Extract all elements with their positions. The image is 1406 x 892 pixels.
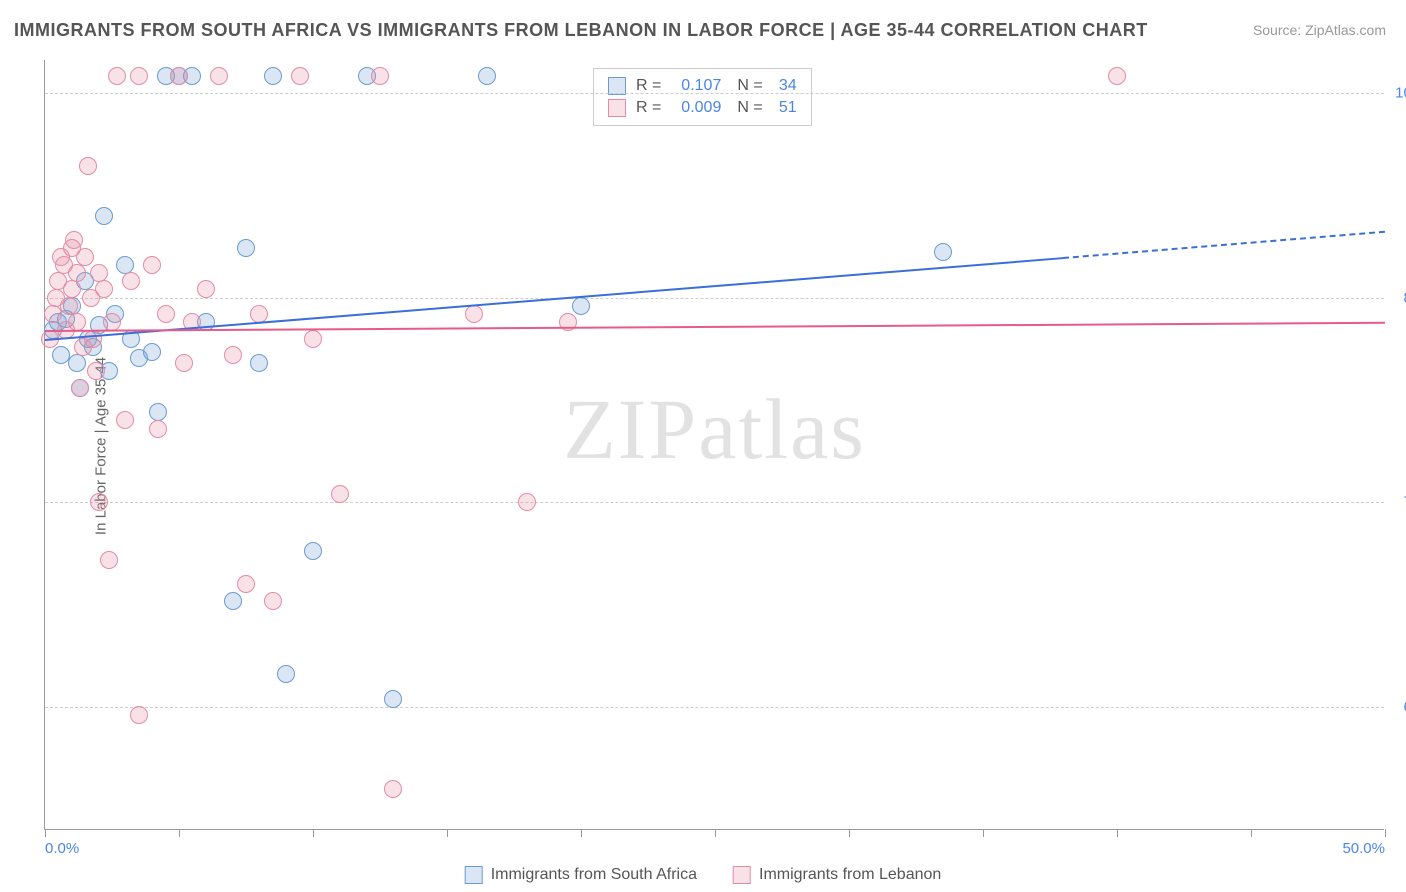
scatter-point-lebanon <box>197 280 215 298</box>
swatch-lebanon <box>733 866 751 884</box>
scatter-point-lebanon <box>130 706 148 724</box>
scatter-point-south_africa <box>237 239 255 257</box>
swatch-south-africa <box>465 866 483 884</box>
scatter-point-lebanon <box>224 346 242 364</box>
scatter-point-lebanon <box>60 297 78 315</box>
x-tick <box>715 829 716 837</box>
scatter-point-lebanon <box>237 575 255 593</box>
scatter-point-lebanon <box>175 354 193 372</box>
x-tick <box>1251 829 1252 837</box>
legend-label-sa: Immigrants from South Africa <box>491 866 697 884</box>
scatter-point-lebanon <box>291 67 309 85</box>
scatter-point-south_africa <box>478 67 496 85</box>
scatter-point-lebanon <box>84 330 102 348</box>
y-tick-label: 100.0% <box>1395 84 1406 101</box>
n-label: N = <box>737 99 762 117</box>
correlation-row-lb: R = 0.009 N = 51 <box>608 97 797 119</box>
scatter-point-lebanon <box>143 256 161 274</box>
scatter-point-lebanon <box>170 67 188 85</box>
x-tick <box>1117 829 1118 837</box>
legend-item-lb: Immigrants from Lebanon <box>733 866 941 884</box>
scatter-point-lebanon <box>87 362 105 380</box>
scatter-point-lebanon <box>79 157 97 175</box>
scatter-point-lebanon <box>71 379 89 397</box>
x-tick-label: 50.0% <box>1342 840 1385 857</box>
scatter-point-lebanon <box>518 493 536 511</box>
scatter-point-lebanon <box>95 280 113 298</box>
scatter-point-lebanon <box>100 551 118 569</box>
scatter-point-south_africa <box>572 297 590 315</box>
gridline-horizontal <box>45 502 1384 503</box>
watermark: ZIPatlas <box>563 379 866 479</box>
scatter-point-lebanon <box>210 67 228 85</box>
r-value-lb: 0.009 <box>667 99 721 117</box>
scatter-point-south_africa <box>68 354 86 372</box>
x-tick <box>447 829 448 837</box>
scatter-point-south_africa <box>149 403 167 421</box>
x-tick <box>179 829 180 837</box>
x-tick <box>45 829 46 837</box>
scatter-point-lebanon <box>130 67 148 85</box>
scatter-point-lebanon <box>65 231 83 249</box>
scatter-point-lebanon <box>103 313 121 331</box>
scatter-point-lebanon <box>1108 67 1126 85</box>
scatter-point-lebanon <box>149 420 167 438</box>
scatter-point-south_africa <box>934 243 952 261</box>
series-legend: Immigrants from South Africa Immigrants … <box>465 866 942 884</box>
scatter-chart: ZIPatlas R = 0.107 N = 34 R = 0.009 N = … <box>44 60 1384 830</box>
scatter-point-lebanon <box>465 305 483 323</box>
x-tick <box>983 829 984 837</box>
scatter-point-south_africa <box>116 256 134 274</box>
source-attribution: Source: ZipAtlas.com <box>1253 22 1386 38</box>
scatter-point-lebanon <box>108 67 126 85</box>
scatter-point-south_africa <box>250 354 268 372</box>
scatter-point-south_africa <box>95 207 113 225</box>
scatter-point-lebanon <box>122 272 140 290</box>
x-tick <box>313 829 314 837</box>
trend-line <box>1063 230 1385 258</box>
watermark-bold: ZIP <box>563 381 698 477</box>
scatter-point-south_africa <box>304 542 322 560</box>
scatter-point-lebanon <box>264 592 282 610</box>
x-tick <box>581 829 582 837</box>
legend-label-lb: Immigrants from Lebanon <box>759 866 941 884</box>
x-tick-label: 0.0% <box>45 840 79 857</box>
scatter-point-lebanon <box>76 248 94 266</box>
scatter-point-lebanon <box>90 493 108 511</box>
correlation-legend: R = 0.107 N = 34 R = 0.009 N = 51 <box>593 68 812 126</box>
n-value-lb: 51 <box>769 99 797 117</box>
scatter-point-south_africa <box>277 665 295 683</box>
scatter-point-lebanon <box>63 280 81 298</box>
swatch-lebanon <box>608 99 626 117</box>
scatter-point-south_africa <box>264 67 282 85</box>
legend-item-sa: Immigrants from South Africa <box>465 866 697 884</box>
scatter-point-lebanon <box>68 313 86 331</box>
scatter-point-lebanon <box>68 264 86 282</box>
scatter-point-lebanon <box>331 485 349 503</box>
scatter-point-south_africa <box>384 690 402 708</box>
scatter-point-lebanon <box>116 411 134 429</box>
gridline-horizontal <box>45 707 1384 708</box>
scatter-point-lebanon <box>371 67 389 85</box>
scatter-point-lebanon <box>157 305 175 323</box>
watermark-thin: atlas <box>698 381 866 477</box>
r-label: R = <box>636 99 661 117</box>
x-tick <box>849 829 850 837</box>
gridline-horizontal <box>45 93 1384 94</box>
x-tick <box>1385 829 1386 837</box>
gridline-horizontal <box>45 298 1384 299</box>
scatter-point-lebanon <box>304 330 322 348</box>
scatter-point-lebanon <box>384 780 402 798</box>
scatter-point-south_africa <box>224 592 242 610</box>
chart-title: IMMIGRANTS FROM SOUTH AFRICA VS IMMIGRAN… <box>14 20 1148 41</box>
scatter-point-lebanon <box>90 264 108 282</box>
scatter-point-south_africa <box>143 343 161 361</box>
